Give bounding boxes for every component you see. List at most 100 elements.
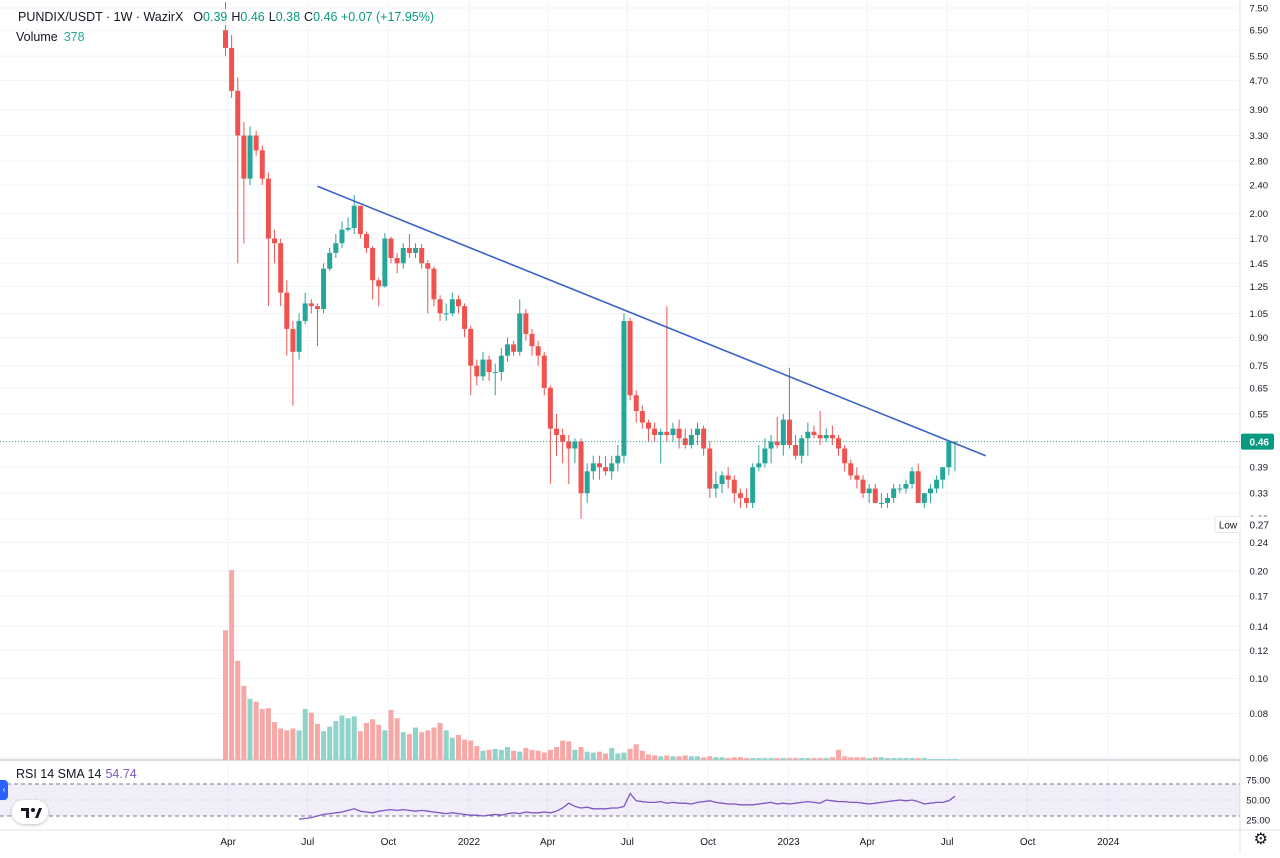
time-axis-label: 2022 [458, 837, 481, 848]
volume-bar [952, 759, 958, 760]
candle-body [523, 313, 529, 334]
candle-body [431, 268, 437, 300]
candle-body [468, 328, 474, 366]
price-axis-label: 1.45 [1250, 259, 1269, 270]
volume-bar [793, 758, 799, 760]
candle-body [750, 467, 756, 503]
volume-bar [431, 727, 437, 760]
volume-bar [744, 758, 750, 760]
candle-body [897, 488, 903, 490]
time-axis-label: Oct [1020, 837, 1036, 848]
volume-bar [848, 757, 854, 760]
tradingview-logo-icon[interactable] [12, 800, 48, 824]
candle-body [934, 479, 940, 489]
candle-body [688, 434, 694, 446]
candle-body [878, 502, 884, 504]
high-value: 0.46 [240, 10, 265, 24]
volume-bar [517, 751, 523, 760]
volume-bar [308, 712, 314, 760]
price-axis-label: 0.20 [1250, 566, 1269, 577]
candle-body [793, 445, 799, 456]
volume-bar [854, 757, 860, 760]
time-axis-label: Apr [860, 837, 876, 848]
volume-bar [780, 758, 786, 760]
candle-body [596, 463, 602, 468]
candle-body [572, 441, 578, 449]
price-axis-label: 0.55 [1250, 409, 1269, 420]
candle-body [615, 455, 621, 464]
volume-bar [541, 752, 547, 760]
candle-body [909, 471, 915, 485]
candle-body [345, 227, 351, 230]
candle-body [517, 313, 523, 352]
volume-bar [676, 756, 682, 760]
rsi-pane[interactable] [0, 783, 1240, 820]
volume-bar [658, 756, 664, 760]
volume-bar [388, 709, 394, 760]
candle-body [560, 434, 566, 442]
volume-bar [223, 630, 228, 760]
candle-body [719, 475, 725, 485]
candle-body [805, 431, 811, 439]
candle-body [357, 205, 363, 235]
candle-body [504, 344, 510, 356]
candle-body [296, 320, 302, 352]
candle-body [737, 493, 743, 498]
gear-icon[interactable]: ⚙ [1253, 831, 1268, 848]
volume-bar [652, 755, 658, 760]
candle-body [388, 238, 394, 258]
volume-bar [829, 757, 835, 760]
candle-body [314, 306, 320, 310]
volume-bar [523, 747, 529, 760]
candle-body [339, 229, 345, 244]
volume-bar [560, 740, 566, 760]
candle-body [639, 411, 645, 423]
candlesticks[interactable] [223, 1, 958, 519]
price-axis-label: 0.06 [1250, 754, 1269, 765]
volume-bar [627, 748, 633, 760]
volume-bar [940, 759, 946, 760]
volume-bar [345, 718, 351, 760]
candle-body [259, 150, 265, 179]
price-badge-value: 0.46 [1250, 438, 1270, 449]
candle-body [333, 243, 339, 253]
candle-body [915, 471, 921, 503]
volume-bar [400, 732, 406, 760]
volume-bar [314, 723, 320, 760]
candle-body [927, 488, 933, 494]
candle-body [498, 355, 504, 373]
price-axis-label: 3.30 [1250, 131, 1269, 142]
time-axis-label: 2023 [777, 837, 800, 848]
candle-body [774, 441, 780, 446]
candle-body [903, 484, 909, 489]
candle-body [376, 280, 382, 287]
volume-bar [707, 756, 713, 760]
volume-bar [529, 749, 535, 760]
candle-body [480, 359, 486, 377]
volume-bar [817, 758, 823, 760]
price-axis-label: 0.14 [1250, 622, 1269, 633]
volume-bar [535, 750, 541, 760]
trendline [317, 185, 986, 457]
candle-body [946, 441, 952, 468]
low-badge-value-bg [1241, 516, 1274, 533]
volume-bar [878, 757, 884, 760]
volume-bar [805, 758, 811, 760]
price-axis-label: 1.05 [1250, 309, 1269, 320]
volume-bar [897, 758, 903, 760]
candle-body [725, 475, 731, 480]
volume-bar [572, 749, 578, 760]
candle-body [437, 299, 443, 314]
rsi-legend: RSI 14 SMA 14 54.74 [16, 767, 137, 781]
volume-bar [909, 758, 915, 760]
trendline-layer[interactable] [0, 185, 1240, 457]
volume-bar [474, 746, 480, 760]
candle-body [474, 365, 480, 377]
volume-bars[interactable] [223, 570, 958, 760]
candle-body [860, 479, 866, 494]
chevron-left-icon[interactable]: ‹ [0, 780, 8, 800]
rsi-legend-label: RSI 14 SMA 14 [16, 767, 102, 781]
volume-legend-value: 378 [63, 30, 85, 44]
